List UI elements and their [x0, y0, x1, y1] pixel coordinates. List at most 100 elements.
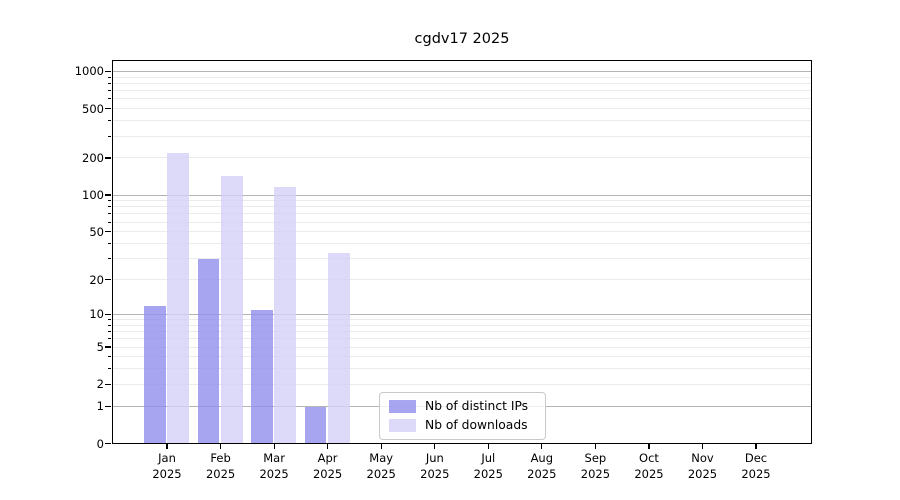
- gridline-minor: [113, 383, 811, 385]
- y-tick-label: 10: [89, 307, 104, 322]
- gridline-minor: [113, 221, 811, 223]
- y-axis-minor-tick: [107, 231, 111, 233]
- x-tick-month: Feb: [210, 451, 231, 465]
- y-axis-minor-tick: [107, 76, 111, 78]
- x-tick-year: 2025: [312, 466, 343, 481]
- y-tick-label: 200: [82, 150, 104, 165]
- gridline-minor: [113, 157, 811, 159]
- y-axis-tick: [105, 70, 111, 73]
- gridline-minor: [113, 331, 811, 332]
- bar-nb-of-downloads-apr: [327, 252, 350, 443]
- y-tick-label: 5: [96, 340, 104, 354]
- bar-nb-of-downloads-feb: [220, 175, 243, 443]
- gridline-minor: [113, 213, 811, 215]
- y-axis-minor-tick: [107, 324, 111, 326]
- x-tick-label-dec: Dec 2025: [724, 451, 788, 482]
- x-tick-label-sep: Sep 2025: [563, 451, 627, 482]
- x-tick-year: 2025: [259, 466, 289, 481]
- y-axis-minor-tick: [107, 243, 111, 244]
- x-tick-year: 2025: [205, 466, 236, 481]
- legend-item-downloads: Nb of downloads: [389, 418, 536, 433]
- y-axis-minor-tick: [107, 319, 111, 320]
- bar-nb-of-distinct-ips-jan: [144, 305, 166, 443]
- gridline-minor: [113, 135, 811, 137]
- x-tick-label-mar: Mar 2025: [242, 451, 306, 482]
- legend-label-downloads: Nb of downloads: [425, 418, 528, 432]
- y-axis-minor-tick: [107, 120, 111, 122]
- x-axis-tick: [755, 444, 757, 449]
- x-tick-month: Dec: [744, 451, 768, 465]
- gridline-minor: [113, 368, 811, 370]
- y-axis-tick: [105, 313, 111, 316]
- legend-swatch-downloads: [389, 419, 416, 432]
- x-tick-year: 2025: [687, 466, 718, 481]
- y-tick-label: 1000: [74, 64, 104, 79]
- gridline-minor: [113, 108, 811, 110]
- gridline-minor: [113, 346, 811, 348]
- y-axis-minor-tick: [107, 356, 111, 358]
- x-tick-year: 2025: [634, 466, 664, 481]
- gridline-minor: [113, 206, 811, 208]
- y-axis-tick: [105, 442, 111, 445]
- y-axis-minor-tick: [107, 108, 111, 110]
- x-axis-tick: [166, 444, 168, 449]
- gridline-minor: [113, 243, 811, 244]
- gridline-major: [113, 70, 811, 72]
- y-tick-label: 20: [89, 272, 104, 287]
- y-axis-minor-tick: [107, 200, 111, 202]
- x-tick-label-feb: Feb 2025: [189, 451, 253, 482]
- x-tick-label-apr: Apr 2025: [296, 451, 360, 482]
- y-axis-minor-tick: [107, 135, 111, 137]
- x-axis-tick: [327, 444, 329, 449]
- y-axis-minor-tick: [107, 331, 111, 332]
- x-tick-month: Jul: [481, 451, 496, 465]
- x-axis-tick: [273, 444, 275, 449]
- gridline-minor: [113, 319, 811, 320]
- x-tick-year: 2025: [741, 466, 771, 481]
- x-tick-year: 2025: [580, 466, 611, 481]
- gridline-minor: [113, 324, 811, 326]
- y-tick-label: 100: [82, 188, 104, 202]
- x-tick-year: 2025: [473, 466, 503, 481]
- x-tick-month: May: [369, 451, 394, 465]
- bar-nb-of-downloads-mar: [274, 187, 297, 443]
- plot-area: [112, 60, 812, 444]
- x-tick-label-jun: Jun 2025: [403, 451, 467, 482]
- x-tick-year: 2025: [366, 466, 396, 481]
- legend: Nb of distinct IPs Nb of downloads: [379, 392, 546, 440]
- x-tick-month: Aug: [530, 451, 554, 465]
- x-tick-label-jan: Jan 2025: [135, 451, 199, 482]
- x-axis-tick: [701, 444, 704, 449]
- x-tick-label-nov: Nov 2025: [671, 451, 735, 482]
- gridline-major: [113, 194, 811, 196]
- y-axis-minor-tick: [107, 368, 111, 370]
- x-tick-month: Jan: [158, 451, 176, 465]
- y-axis-minor-tick: [107, 338, 111, 340]
- y-axis-minor-tick: [107, 206, 111, 208]
- gridline-minor: [113, 98, 811, 100]
- y-axis-tick: [105, 405, 111, 407]
- y-tick-label: 500: [82, 101, 104, 116]
- x-tick-year: 2025: [527, 466, 557, 481]
- bar-nb-of-distinct-ips-feb: [197, 259, 220, 443]
- x-tick-month: Mar: [263, 451, 285, 465]
- x-tick-month: Oct: [639, 451, 659, 465]
- gridline-minor: [113, 76, 811, 78]
- chart-title: cgdv17 2025: [414, 31, 510, 47]
- gridline-minor: [113, 258, 811, 260]
- gridline-minor: [113, 231, 811, 233]
- y-axis-minor-tick: [107, 279, 111, 280]
- y-axis-minor-tick: [107, 258, 111, 260]
- y-axis-tick: [105, 194, 111, 196]
- x-tick-label-oct: Oct 2025: [617, 451, 681, 482]
- x-tick-label-jul: Jul 2025: [456, 451, 520, 482]
- y-tick-label: 0: [96, 436, 104, 451]
- x-tick-year: 2025: [420, 466, 450, 481]
- legend-label-distinct-ips: Nb of distinct IPs: [425, 399, 529, 413]
- x-tick-label-may: May 2025: [349, 451, 413, 482]
- x-tick-month: Apr: [317, 451, 338, 465]
- x-axis-tick: [434, 444, 436, 449]
- y-tick-label: 1: [96, 399, 104, 414]
- y-axis-minor-tick: [107, 157, 111, 159]
- y-axis-minor-tick: [107, 221, 111, 223]
